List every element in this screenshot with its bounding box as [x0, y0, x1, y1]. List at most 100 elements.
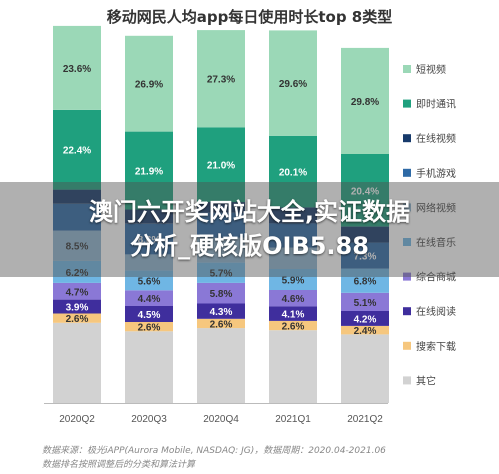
data-label-2020Q2-在线阅读: 3.9% — [66, 303, 89, 314]
bar-segment-2021Q2-手机游戏 — [341, 242, 389, 269]
bar-segment-2020Q4-短视频 — [197, 30, 245, 128]
data-label-2021Q1-短视频: 29.6% — [279, 79, 307, 90]
bar-segment-2020Q3-手机游戏 — [125, 223, 173, 255]
bar-segment-2020Q2-综合商城 — [53, 282, 101, 300]
watermark-line-1: 澳门六开奖网站大全,实证数据 — [88, 198, 411, 226]
bar-segment-2020Q2-其它 — [53, 322, 101, 403]
data-label-2020Q3-在线音乐: 5.6% — [138, 276, 161, 287]
bars-layer — [53, 25, 389, 403]
data-method-note: 数据排名按照调整后的分类和算法计算 — [42, 460, 196, 470]
bar-segment-2021Q1-在线阅读 — [269, 306, 317, 321]
data-label-2020Q4-综合商城: 5.8% — [210, 289, 233, 300]
legend-swatch — [403, 376, 411, 385]
bar-segment-2020Q3-短视频 — [125, 35, 173, 132]
legend-swatch — [403, 203, 411, 212]
bar-segment-2021Q2-在线音乐 — [341, 268, 389, 293]
bar-segment-2020Q4-即时通讯 — [197, 127, 245, 203]
data-label-2020Q2-综合商城: 4.7% — [66, 287, 89, 298]
legend-swatch — [403, 341, 411, 350]
legend-label: 其它 — [416, 374, 436, 387]
data-label-2020Q4-即时通讯: 21.0% — [207, 161, 235, 172]
labels-layer: 2.6%3.9%4.7%6.2%8.5%22.4%23.6%2.6%4.5%4.… — [63, 64, 379, 337]
data-label-2021Q2-在线阅读: 4.2% — [354, 314, 377, 325]
data-label-2020Q4-短视频: 27.3% — [207, 75, 235, 86]
bar-segment-2020Q3-搜索下载 — [125, 322, 173, 332]
bar-segment-2021Q2-搜索下载 — [341, 325, 389, 335]
bar-segment-2021Q1-其它 — [269, 330, 317, 403]
data-label-2020Q2-网络视频: 8.5% — [66, 242, 89, 253]
bar-segment-2020Q3-在线音乐 — [125, 270, 173, 291]
bar-segment-2020Q2-短视频 — [53, 25, 101, 110]
data-label-2021Q1-即时通讯: 20.1% — [279, 168, 307, 179]
data-label-2020Q3-即时通讯: 21.9% — [135, 167, 163, 178]
legend-label: 搜索下载 — [416, 340, 456, 353]
watermark-overlay-text: 澳门六开奖网站大全,实证数据 分析_硬核版OIB5.88 — [0, 195, 499, 263]
bar-segment-2021Q2-短视频 — [341, 47, 389, 154]
data-label-2020Q2-短视频: 23.6% — [63, 64, 91, 75]
legend-swatch — [403, 134, 411, 143]
legend-label: 即时通讯 — [416, 99, 456, 111]
legend-swatch — [403, 238, 411, 246]
bar-segment-2020Q2-搜索下载 — [53, 313, 101, 323]
bar-segment-2020Q2-手机游戏 — [53, 203, 101, 231]
bar-segment-2021Q2-综合商城 — [341, 292, 389, 311]
legend-swatch — [403, 272, 411, 281]
data-label-2021Q1-在线音乐: 5.9% — [282, 276, 305, 287]
bar-segment-2020Q2-在线视频 — [53, 189, 101, 204]
bar-segment-2021Q1-即时通讯 — [269, 135, 317, 208]
data-label-2020Q2-在线音乐: 6.2% — [66, 268, 89, 279]
data-label-2021Q1-综合商城: 4.6% — [282, 294, 305, 305]
bar-segment-2020Q2-即时通讯 — [53, 109, 101, 190]
data-label-2021Q2-手机游戏: 7.3% — [354, 252, 377, 263]
legend-label: 在线视频 — [416, 132, 456, 145]
data-label-2021Q2-综合商城: 5.1% — [354, 298, 377, 309]
bar-segment-2020Q2-在线阅读 — [53, 299, 101, 314]
legend-label: 在线阅读 — [416, 305, 456, 318]
watermark-overlay-band — [0, 182, 499, 277]
bar-segment-2021Q1-综合商城 — [269, 290, 317, 307]
data-label-2021Q2-短视频: 29.8% — [351, 97, 379, 108]
data-label-2020Q2-即时通讯: 22.4% — [63, 146, 91, 157]
data-label-2020Q3-在线阅读: 4.5% — [138, 310, 161, 321]
bar-segment-2021Q2-即时通讯 — [341, 153, 389, 227]
bar-segment-2020Q4-在线视频 — [197, 202, 245, 213]
legend-swatch — [403, 99, 411, 108]
legend-label: 在线音乐 — [416, 236, 456, 249]
data-label-2021Q1-搜索下载: 2.6% — [282, 322, 305, 333]
data-source-note: 数据来源：极光iAPP(Aurora Mobile, NASDAQ: JG)，数… — [42, 446, 386, 456]
bar-segment-2020Q4-网络视频 — [197, 237, 245, 263]
bar-segment-2020Q3-其它 — [125, 331, 173, 403]
legend-swatch — [403, 65, 411, 73]
bar-segment-2020Q4-在线音乐 — [197, 262, 245, 283]
bar-segment-2020Q3-在线阅读 — [125, 306, 173, 322]
data-label-2020Q4-搜索下载: 2.6% — [210, 319, 233, 330]
x-tick-label: 2020Q4 — [203, 414, 239, 425]
bar-segment-2020Q3-即时通讯 — [125, 131, 173, 210]
data-label-2020Q4-在线阅读: 4.3% — [210, 307, 233, 318]
x-tick-label: 2020Q3 — [131, 414, 167, 425]
watermark-line-2: 分析_硬核版OIB5.88 — [130, 232, 369, 260]
legend-swatch — [403, 307, 411, 316]
bar-segment-2020Q4-搜索下载 — [197, 318, 245, 329]
bar-segment-2020Q3-网络视频 — [125, 254, 173, 271]
bar-segment-2021Q1-网络视频 — [269, 247, 317, 269]
bar-segment-2020Q4-其它 — [197, 328, 245, 403]
x-tick-label: 2020Q2 — [59, 414, 95, 425]
bar-segment-2021Q2-在线阅读 — [341, 310, 389, 326]
data-label-2020Q2-搜索下载: 2.6% — [66, 314, 89, 325]
x-tick-label: 2021Q1 — [275, 414, 311, 425]
legend-label: 手机游戏 — [416, 167, 456, 180]
bar-segment-2021Q2-其它 — [341, 334, 389, 403]
data-label-2020Q3-搜索下载: 2.6% — [138, 323, 161, 334]
chart-title: 移动网民人均app每日使用时长top 8类型 — [106, 8, 393, 26]
data-label-2021Q2-即时通讯: 20.4% — [351, 186, 379, 197]
legend-label: 网络视频 — [416, 201, 456, 214]
data-label-2020Q3-综合商城: 4.4% — [138, 294, 161, 305]
bar-segment-2020Q4-在线阅读 — [197, 303, 245, 319]
data-label-2020Q3-短视频: 26.9% — [135, 80, 163, 91]
data-label-2021Q1-在线阅读: 4.1% — [282, 310, 305, 321]
bar-segment-2020Q4-手机游戏 — [197, 212, 245, 238]
data-label-2021Q2-搜索下载: 2.4% — [354, 326, 377, 337]
